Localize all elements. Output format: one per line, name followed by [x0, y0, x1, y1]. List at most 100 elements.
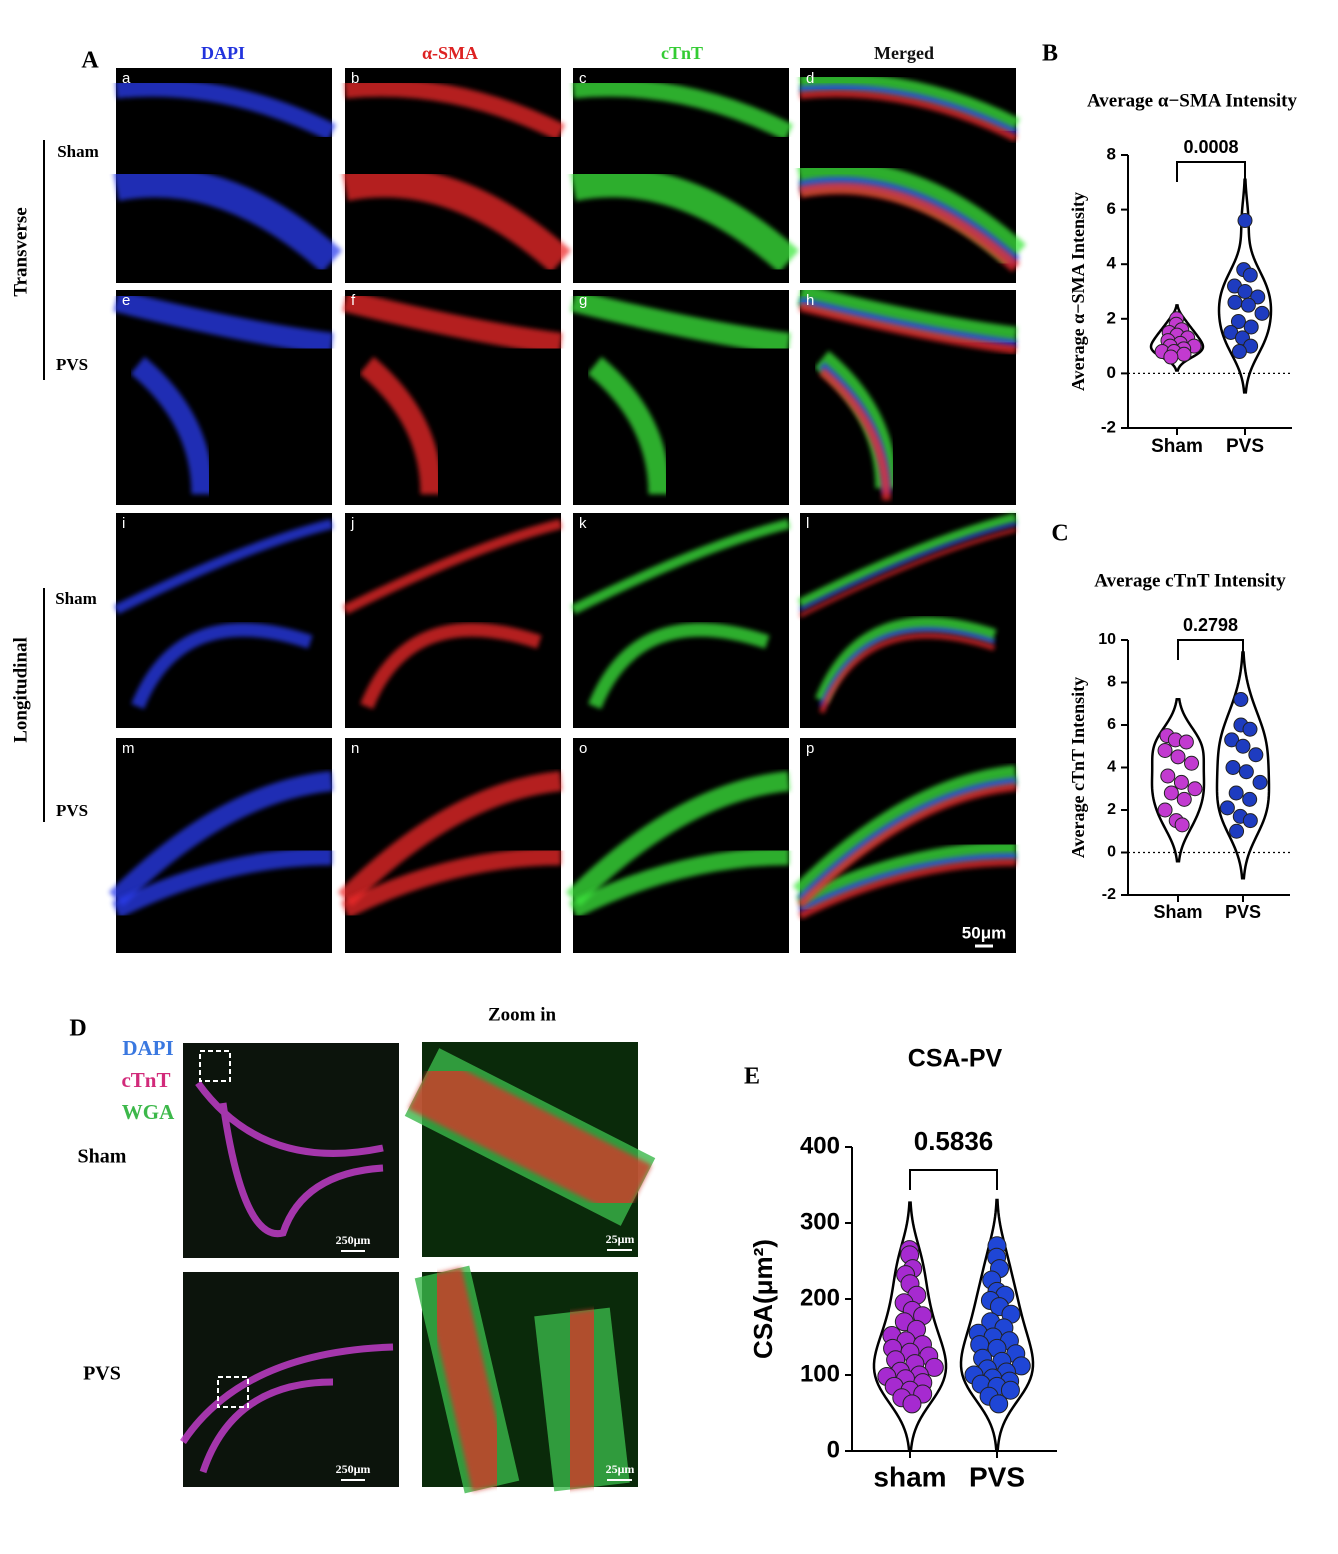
y-tick-label: 2	[1107, 308, 1116, 327]
tissue-band	[113, 518, 334, 615]
y-tick-label: 8	[1107, 144, 1116, 163]
zoom-title: Zoom in	[488, 1004, 557, 1025]
panel-letter: i	[122, 515, 125, 532]
stain-label: cTnT	[121, 1068, 170, 1092]
micrograph	[345, 738, 561, 953]
y-tick-label: 0	[827, 1436, 840, 1463]
y-tick-label: 4	[1107, 254, 1117, 273]
x-tick-label: PVS	[1226, 436, 1264, 457]
violin	[1149, 304, 1205, 372]
y-tick-label: 300	[800, 1208, 840, 1235]
data-point	[1173, 774, 1189, 790]
data-point	[1160, 768, 1176, 784]
row-label: PVS	[56, 801, 88, 820]
panel-letter: l	[806, 515, 809, 532]
x-tick-label: PVS	[1225, 902, 1261, 922]
panel-letter: o	[579, 740, 587, 757]
group-label: Longitudinal	[10, 637, 31, 743]
violin	[959, 1198, 1035, 1451]
group-label: Transverse	[10, 207, 31, 296]
row-label: PVS	[83, 1363, 121, 1385]
data-point	[1225, 760, 1241, 775]
data-point	[1174, 817, 1190, 833]
image-grid: 250μm 25μm 250μm 25μm	[180, 1042, 656, 1494]
panel-letter: e	[122, 292, 130, 309]
tissue-band	[570, 518, 791, 615]
tissue-band	[792, 765, 1018, 901]
data-point	[1235, 738, 1251, 754]
y-tick-label: 8	[1107, 674, 1116, 691]
row-label: Sham	[57, 142, 99, 161]
panel-label: C	[1051, 521, 1068, 547]
panel-letter: m	[122, 740, 135, 757]
y-axis-label: Average α−SMA Intensity	[1068, 192, 1088, 391]
data-point	[1242, 267, 1258, 283]
chart-title: Average α−SMA Intensity	[1087, 90, 1298, 111]
tissue-band	[408, 1055, 652, 1219]
scale-bar-label: 250μm	[336, 1462, 371, 1476]
micrograph	[345, 513, 561, 728]
tissue-band	[360, 622, 542, 710]
scale-bar-label: 25μm	[606, 1232, 635, 1246]
image-grid: a b c d e f g h i j k l m n o p 50μm	[108, 68, 1027, 953]
panel-letter: c	[579, 70, 587, 87]
panel-letter: k	[579, 515, 587, 532]
zoom-box	[217, 1376, 249, 1408]
tissue-band	[568, 847, 790, 919]
panel-letter: f	[351, 292, 356, 309]
y-tick-label: 0	[1107, 363, 1116, 382]
tissue-band	[108, 771, 334, 907]
data-point	[1240, 297, 1256, 313]
tissue-band	[587, 356, 671, 495]
tissue-band	[195, 1080, 384, 1238]
micrograph	[183, 1272, 399, 1487]
data-point	[1248, 747, 1264, 763]
stain-label: DAPI	[122, 1036, 173, 1060]
tissue-band	[588, 622, 770, 710]
data-point	[1178, 734, 1194, 750]
tissue-band	[113, 167, 343, 273]
x-tick-label: Sham	[1151, 436, 1203, 457]
y-axis-label: CSA(μm²)	[748, 1239, 778, 1359]
tissue-band	[819, 633, 996, 714]
y-tick-label: 0	[1107, 844, 1116, 861]
micrograph	[116, 738, 332, 953]
data-point	[1227, 294, 1243, 310]
bracket	[1176, 161, 1246, 182]
column-header: DAPI	[201, 43, 245, 63]
tissue-band	[565, 771, 791, 907]
charts: Average α−SMA Intensity Average α−SMA Int…	[748, 90, 1298, 1492]
column-header: Merged	[874, 43, 934, 63]
panel-letter: b	[351, 70, 359, 87]
tissue-band	[542, 1308, 622, 1491]
y-tick-label: 6	[1107, 199, 1116, 218]
row-label: Sham	[78, 1146, 127, 1168]
data-point	[1184, 755, 1200, 771]
tissue-band	[113, 290, 334, 355]
y-tick-label: -2	[1101, 417, 1116, 436]
panel-letter: p	[806, 740, 814, 757]
tissue-band	[797, 777, 1017, 903]
tissue-band	[798, 182, 1021, 272]
column-header: α-SMA	[422, 43, 478, 63]
data-point	[1252, 774, 1268, 790]
data-point	[1170, 749, 1186, 765]
panel-letter: a	[122, 70, 131, 87]
tissue-band	[111, 847, 333, 919]
panel-letter: n	[351, 740, 359, 757]
y-tick-label: -2	[1102, 886, 1116, 903]
tissue-band	[422, 1267, 512, 1492]
data-point	[1219, 800, 1235, 816]
tissue-band	[798, 858, 1017, 920]
stain-label: WGA	[122, 1100, 175, 1124]
zoom-box	[199, 1050, 231, 1082]
data-point	[1250, 289, 1266, 305]
tissue-band	[342, 290, 563, 355]
data-point	[1237, 284, 1253, 299]
x-tick-label: sham	[873, 1461, 946, 1492]
y-tick-label: 10	[1098, 631, 1116, 648]
tissue-band	[180, 1343, 394, 1474]
data-point	[1157, 743, 1173, 758]
